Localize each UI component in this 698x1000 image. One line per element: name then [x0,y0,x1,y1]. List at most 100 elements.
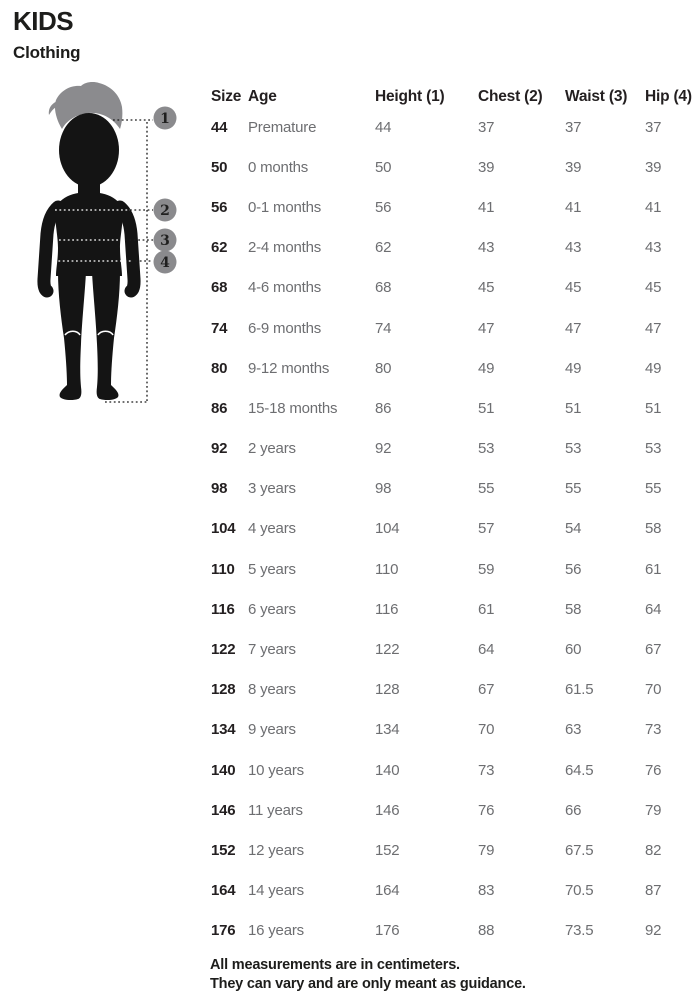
cell-height: 128 [375,681,400,699]
cell-waist: 56 [565,560,582,578]
cell-chest: 49 [478,359,495,377]
cell-age: 8 years [248,681,296,699]
marker-2-label: 2 [160,203,170,219]
cell-hip: 58 [645,520,662,538]
cell-size: 128 [211,681,236,699]
table-row: 44 Premature 44 37 37 37 [205,107,695,147]
cell-waist: 54 [565,520,582,538]
table-row: 164 14 years 164 83 70.5 87 [205,871,695,911]
marker-4-circle [153,250,177,274]
cell-height: 110 [375,560,399,578]
cell-hip: 55 [645,480,662,498]
table-row: 86 15-18 months 86 51 51 51 [205,388,695,428]
cell-height: 134 [375,721,400,739]
cell-age: 4 years [248,520,296,538]
cell-age: 11 years [248,801,303,819]
table-row: 56 0-1 months 56 41 41 41 [205,187,695,227]
cell-height: 68 [375,279,392,297]
cell-size: 134 [211,721,236,739]
measurement-note-line2: They can vary and are only meant as guid… [210,976,526,992]
cell-size: 44 [211,118,228,136]
table-row: 122 7 years 122 64 60 67 [205,629,695,669]
cell-waist: 67.5 [565,841,594,859]
cell-hip: 45 [645,279,662,297]
cell-waist: 66 [565,801,582,819]
cell-height: 116 [375,600,399,618]
cell-size: 50 [211,158,228,176]
cell-hip: 51 [645,399,662,417]
cell-size: 164 [211,882,236,900]
cell-chest: 76 [478,801,495,819]
cell-height: 146 [375,801,400,819]
table-row: 152 12 years 152 79 67.5 82 [205,830,695,870]
cell-chest: 39 [478,158,495,176]
marker-2-circle [153,198,177,222]
table-row: 98 3 years 98 55 55 55 [205,469,695,509]
page-title: KIDS [13,6,74,36]
cell-height: 152 [375,841,400,859]
cell-height: 104 [375,520,400,538]
size-table-header-row: Size Age Height (1) Chest (2) Waist (3) … [205,87,695,107]
cell-age: 6-9 months [248,319,322,337]
cell-hip: 70 [645,681,662,699]
cell-hip: 43 [645,239,662,257]
cell-chest: 70 [478,721,495,739]
cell-height: 74 [375,319,392,337]
child-silhouette-icon: 1 2 3 4 [37,82,177,403]
cell-age: 0-1 months [248,198,322,216]
cell-chest: 67 [478,681,495,699]
cell-chest: 79 [478,841,495,859]
cell-waist: 58 [565,600,582,618]
cell-waist: 43 [565,239,582,257]
table-row: 62 2-4 months 62 43 43 43 [205,228,695,268]
cell-age: 2-4 months [248,239,322,257]
cell-hip: 61 [645,560,662,578]
cell-age: 4-6 months [248,279,322,297]
cell-height: 92 [375,440,392,458]
cell-waist: 39 [565,158,582,176]
table-row: 50 0 months 50 39 39 39 [205,147,695,187]
cell-size: 122 [211,641,236,659]
cell-waist: 37 [565,118,582,136]
cell-chest: 55 [478,480,495,498]
size-table: Size Age Height (1) Chest (2) Waist (3) … [205,87,695,951]
cell-hip: 37 [645,118,662,136]
cell-hip: 64 [645,600,662,618]
table-row: 80 9-12 months 80 49 49 49 [205,348,695,388]
cell-age: 12 years [248,841,304,859]
cell-waist: 63 [565,721,582,739]
cell-age: 6 years [248,600,296,618]
cell-chest: 88 [478,922,495,940]
cell-size: 110 [211,560,235,578]
page-subtitle: Clothing [13,43,81,62]
cell-waist: 55 [565,480,582,498]
cell-waist: 47 [565,319,582,337]
cell-height: 164 [375,882,400,900]
cell-hip: 79 [645,801,662,819]
cell-height: 44 [375,118,392,136]
measurement-note-line1: All measurements are in centimeters. [210,957,460,973]
cell-waist: 49 [565,359,582,377]
table-row: 140 10 years 140 73 64.5 76 [205,750,695,790]
cell-chest: 41 [478,198,495,216]
cell-chest: 57 [478,520,495,538]
cell-chest: 83 [478,882,495,900]
cell-age: Premature [248,118,317,136]
cell-height: 50 [375,158,392,176]
cell-chest: 45 [478,279,495,297]
cell-hip: 49 [645,359,662,377]
table-row: 92 2 years 92 53 53 53 [205,429,695,469]
cell-waist: 45 [565,279,582,297]
cell-size: 140 [211,761,236,779]
cell-chest: 59 [478,560,495,578]
table-row: 128 8 years 128 67 61.5 70 [205,670,695,710]
table-row: 134 9 years 134 70 63 73 [205,710,695,750]
cell-height: 62 [375,239,392,257]
cell-chest: 47 [478,319,495,337]
cell-hip: 39 [645,158,662,176]
col-header-age: Age [248,88,277,105]
cell-size: 68 [211,279,228,297]
cell-size: 62 [211,239,228,257]
cell-chest: 43 [478,239,495,257]
cell-size: 146 [211,801,236,819]
